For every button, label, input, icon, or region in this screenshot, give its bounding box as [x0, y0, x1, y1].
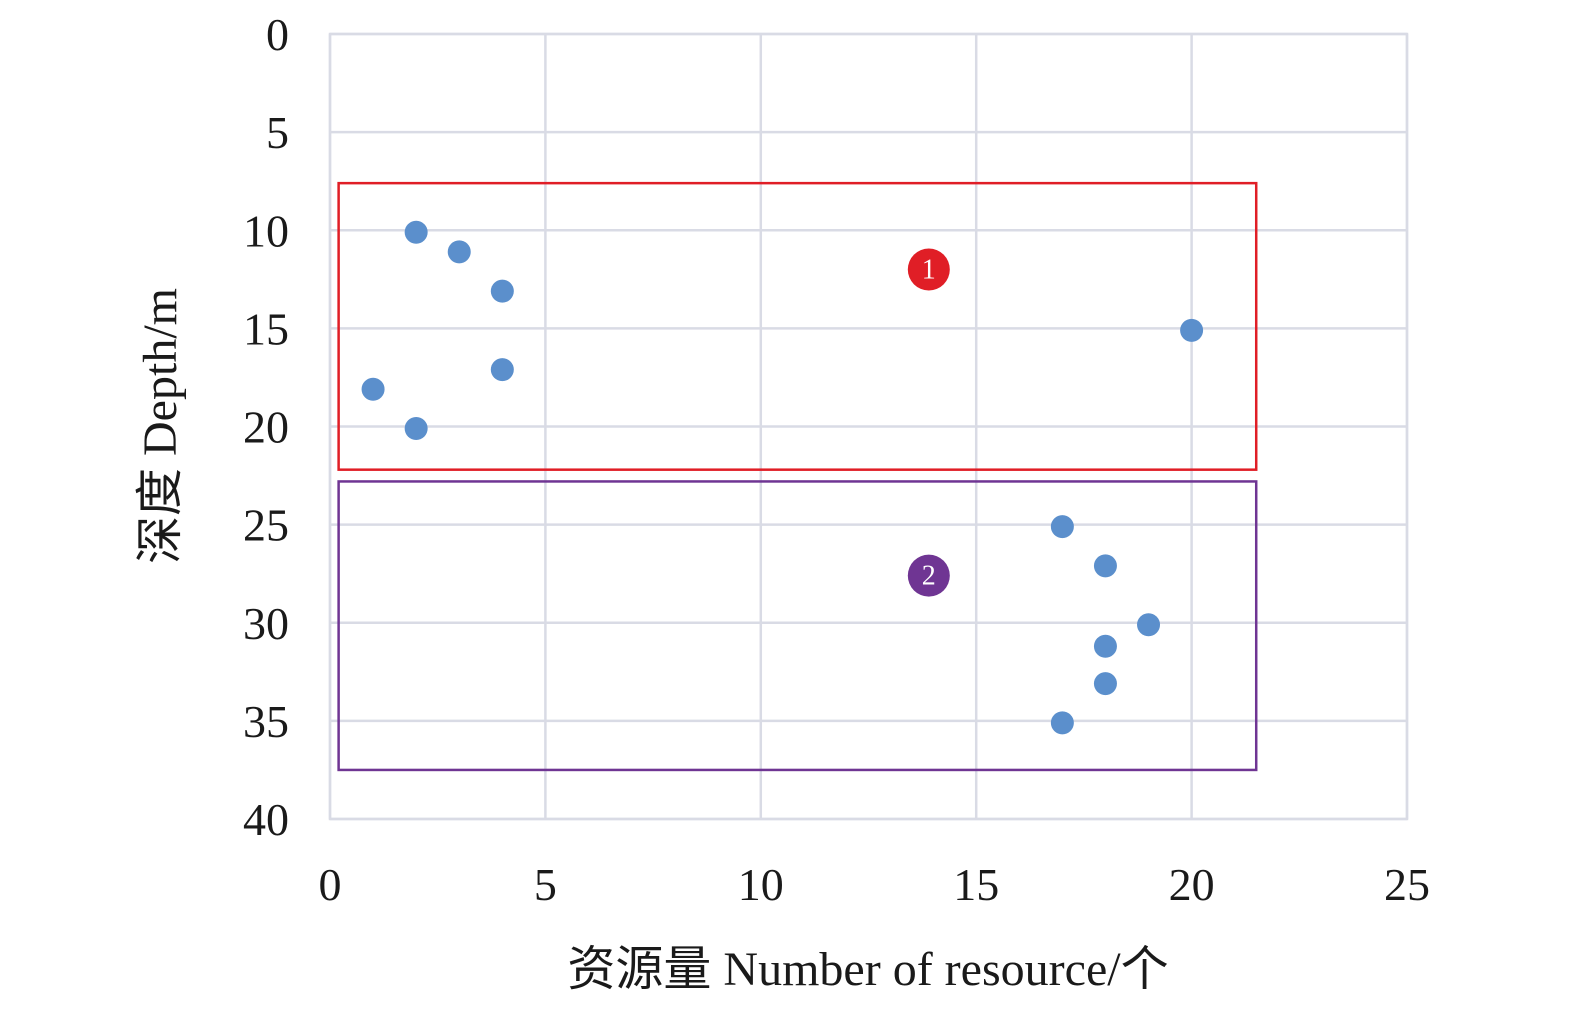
plot-area-frame	[328, 32, 1409, 821]
y-tick-label-3: 15	[243, 303, 289, 354]
y-axis-title: 深度 Depth/m	[134, 288, 187, 564]
y-tick-label-0: 0	[266, 9, 289, 60]
x-tick-label-4: 20	[1169, 859, 1215, 910]
region-2-box	[337, 480, 1258, 772]
region-2-badge-label: 2	[922, 561, 936, 592]
annotation-regions: 12	[337, 181, 1258, 772]
y-tick-label-2: 10	[243, 205, 289, 256]
x-tick-label-1: 5	[534, 859, 557, 910]
region-1-badge	[907, 248, 950, 291]
x-axis-title: 资源量 Number of resource/个	[567, 943, 1168, 996]
y-tick-label-7: 35	[243, 696, 289, 747]
data-point-0	[404, 220, 428, 244]
data-point-3	[1180, 318, 1204, 342]
data-point-5	[361, 377, 385, 401]
data-point-9	[1137, 613, 1161, 637]
region-1-box	[337, 181, 1258, 471]
data-point-7	[1050, 515, 1074, 539]
x-tick-label-5: 25	[1384, 859, 1430, 910]
y-tick-label-5: 25	[243, 500, 289, 551]
y-axis-tick-labels: 0 5 10 15 20 25 30 35 40	[243, 9, 289, 845]
x-tick-label-2: 10	[738, 859, 784, 910]
x-tick-label-3: 15	[953, 859, 999, 910]
region-1-badge-label: 1	[922, 255, 936, 286]
y-tick-label-6: 30	[243, 598, 289, 649]
y-tick-label-8: 40	[243, 794, 289, 845]
data-points	[361, 220, 1204, 735]
y-tick-label-1: 5	[266, 107, 289, 158]
data-point-6	[404, 416, 428, 440]
x-tick-label-0: 0	[319, 859, 342, 910]
x-axis-tick-labels: 0 5 10 15 20 25	[319, 859, 1431, 910]
data-point-1	[447, 240, 471, 264]
region-2-badge	[907, 554, 950, 597]
data-point-12	[1050, 711, 1074, 735]
y-tick-label-4: 20	[243, 402, 289, 453]
data-point-8	[1093, 554, 1117, 578]
data-point-4	[490, 358, 514, 382]
data-point-10	[1093, 634, 1117, 658]
data-point-11	[1093, 672, 1117, 696]
data-point-2	[490, 279, 514, 303]
grid	[328, 32, 1409, 821]
